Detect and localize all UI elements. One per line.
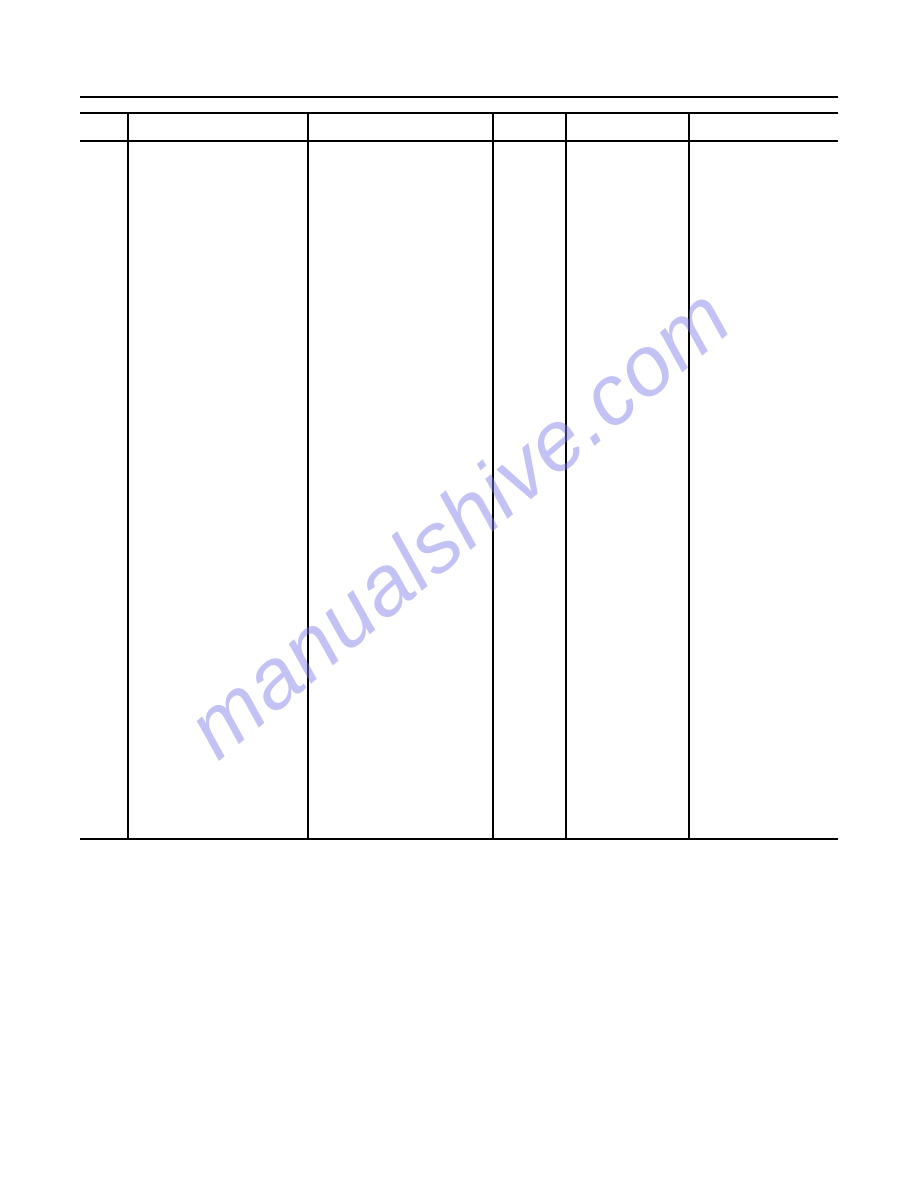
body-cell-2 [128,140,308,838]
table-bottom-rule [80,838,838,840]
header-cell-2 [128,112,308,140]
header-cell-5 [566,112,689,140]
body-cell-6 [689,140,838,838]
table-body [80,140,838,838]
table-header-row [80,112,838,140]
header-cell-6 [689,112,838,140]
header-cell-4 [493,112,566,140]
body-cell-3 [308,140,493,838]
table-top-rule-outer [80,96,838,98]
body-cell-1 [80,140,128,838]
header-cell-3 [308,112,493,140]
header-cell-1 [80,112,128,140]
document-page: manualshive.com [0,0,918,1188]
body-cell-5 [566,140,689,838]
body-cell-4 [493,140,566,838]
